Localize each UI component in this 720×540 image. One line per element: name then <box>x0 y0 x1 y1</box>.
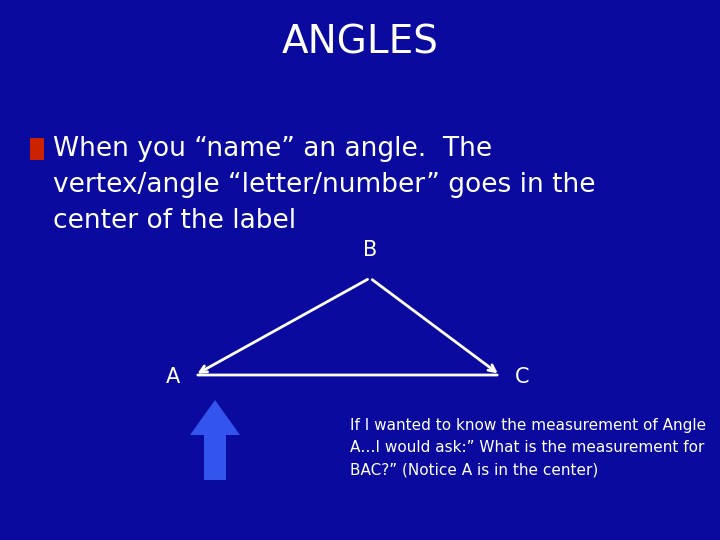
Text: A: A <box>166 367 180 387</box>
Text: When you “name” an angle.  The: When you “name” an angle. The <box>53 136 492 162</box>
Text: center of the label: center of the label <box>53 208 296 234</box>
Text: If I wanted to know the measurement of Angle
A…I would ask:” What is the measure: If I wanted to know the measurement of A… <box>350 418 706 477</box>
FancyArrow shape <box>190 400 240 480</box>
Text: ANGLES: ANGLES <box>282 23 438 61</box>
Bar <box>30 138 44 160</box>
Text: vertex/angle “letter/number” goes in the: vertex/angle “letter/number” goes in the <box>53 172 595 198</box>
Text: B: B <box>363 240 377 260</box>
Text: C: C <box>515 367 529 387</box>
